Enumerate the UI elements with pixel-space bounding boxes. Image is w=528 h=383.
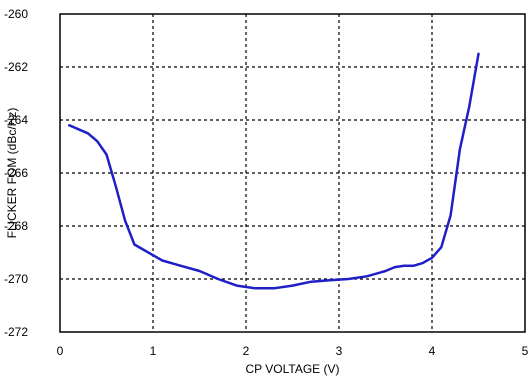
x-tick-label: 4 [429,344,436,358]
x-tick-label: 2 [243,344,250,358]
x-tick-label: 5 [522,344,528,358]
y-axis-title: FLICKER FOM (dBc/Hz) [5,108,19,239]
x-tick-label: 3 [336,344,343,358]
x-axis-title: CP VOLTAGE (V) [245,362,339,376]
x-tick-label: 0 [57,344,64,358]
tick-labels: 0 1 2 3 4 5 -260 -262 -264 -266 -268 -270 -272 [4,7,528,358]
y-tick-label: -260 [4,7,28,21]
y-tick-label: -262 [4,60,28,74]
x-tick-label: 1 [150,344,157,358]
grid-lines [60,14,525,332]
plot-frame [59,13,526,333]
y-tick-label: -272 [4,325,28,339]
series-line [68,52,480,290]
y-tick-label: -268 [4,219,28,233]
y-tick-label: -266 [4,166,28,180]
y-tick-label: -264 [4,113,28,127]
y-tick-label: -270 [4,272,28,286]
